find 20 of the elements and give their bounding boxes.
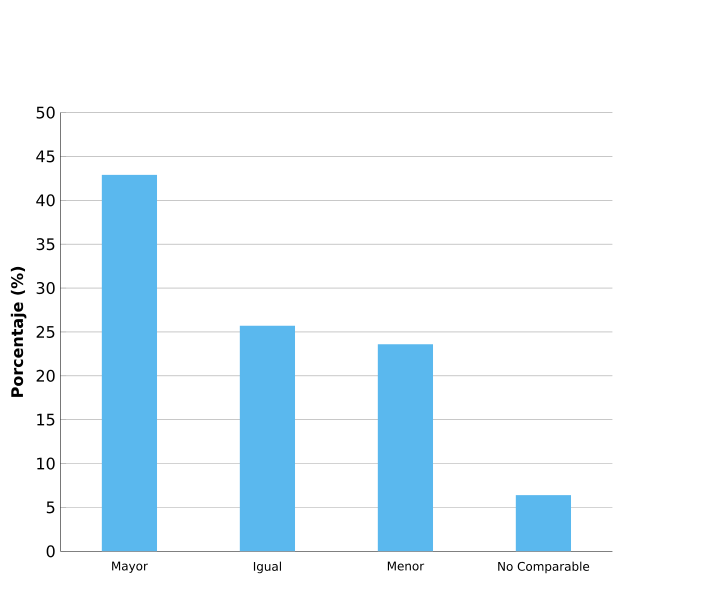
y-tick-label: 15 [37,414,54,426]
y-tick-label: 25 [36,326,54,338]
y-tick-label: 20 [36,370,55,382]
bar [102,174,158,552]
x-tick-label: Menor [388,562,424,570]
bar [240,326,296,552]
bar [516,495,572,552]
bar [378,344,434,552]
y-tick-label: 35 [36,238,54,250]
y-tick-label: 5 [46,501,54,514]
y-tick-label: 10 [37,458,55,470]
y-tick-label: 40 [36,194,55,206]
y-tick-label: 30 [36,282,55,294]
y-tick-label: 45 [36,150,54,162]
x-tick-label: No Comparable [498,562,590,574]
x-tick-label: Igual [254,562,281,574]
x-tick-label: Mayor [112,562,148,573]
y-tick-label: 0 [46,545,55,558]
y-tick-label: 50 [36,106,55,119]
y-axis-title: Porcentaje (%) [10,266,26,397]
